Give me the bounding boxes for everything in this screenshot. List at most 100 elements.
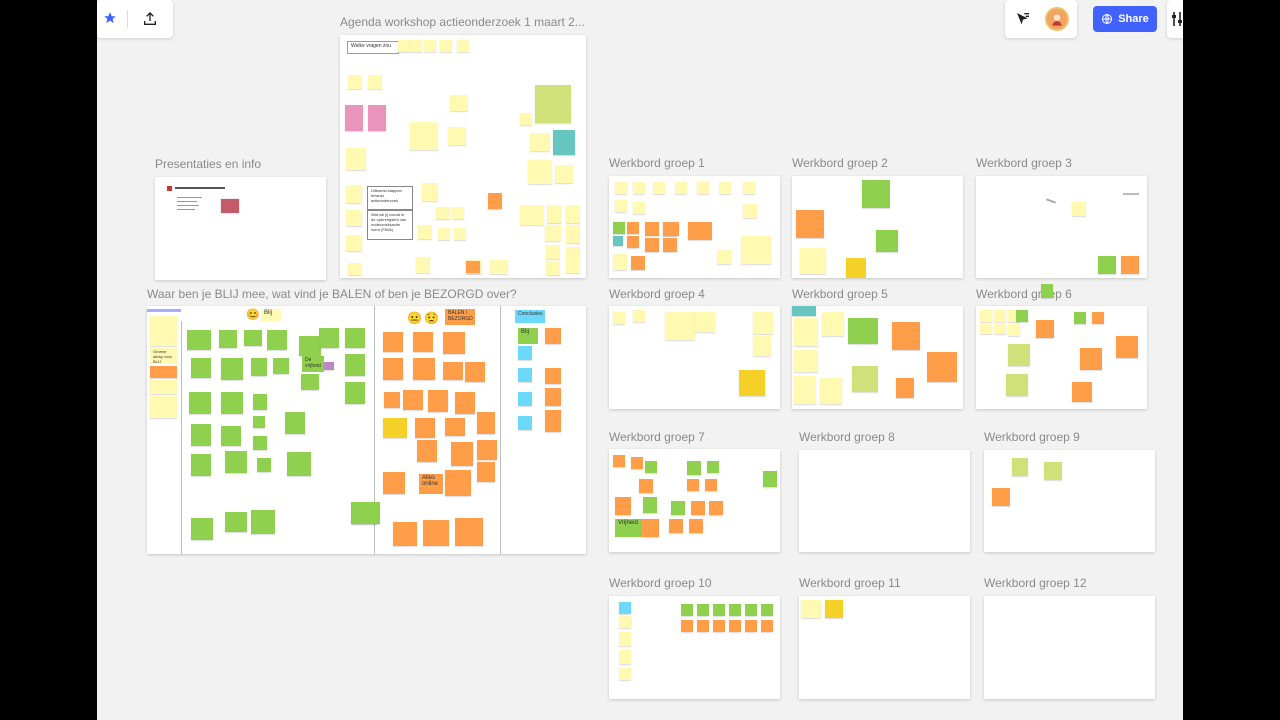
sticky-note[interactable] [346,185,362,203]
sticky-note[interactable] [613,254,627,270]
sticky-note[interactable] [653,182,665,194]
frame-groep-12[interactable] [984,596,1155,699]
sticky-note[interactable] [345,119,363,131]
sticky-note[interactable] [545,328,561,344]
slide-thumbnail[interactable] [165,183,245,215]
sticky-note[interactable] [761,620,773,632]
frame-title-groep-11[interactable]: Werkbord groep 11 [799,576,901,590]
sticky-note[interactable] [273,358,289,374]
sticky-note[interactable] [253,436,267,450]
sliders-icon[interactable] [1170,10,1183,28]
sticky-note[interactable] [645,238,659,252]
frame-title-groep-4[interactable]: Werkbord groep 4 [609,287,705,301]
sticky-note[interactable] [1012,458,1028,476]
sticky-note[interactable] [546,245,560,259]
frame-groep-9[interactable] [984,450,1155,552]
sticky-note[interactable] [301,374,319,390]
sticky-note[interactable] [613,455,625,467]
sticky-note[interactable] [876,230,898,252]
sticky-note[interactable] [566,205,580,223]
frame-title-groep-12[interactable]: Werkbord groep 12 [984,576,1087,590]
sticky-note[interactable] [445,418,465,436]
frame-groep-11[interactable] [799,596,970,699]
sticky-note[interactable] [418,225,432,239]
sticky-note[interactable] [753,312,773,334]
sticky-note[interactable] [631,457,643,469]
sticky-note[interactable] [346,235,362,251]
sticky-note[interactable] [613,222,625,234]
frame-groep-6[interactable] [976,306,1147,409]
sticky-note[interactable] [285,412,305,434]
frame-title-groep-1[interactable]: Werkbord groep 1 [609,156,705,170]
sticky-note[interactable] [368,75,382,89]
sticky-note[interactable] [251,510,275,534]
sticky-note[interactable] [717,250,731,264]
sticky-note[interactable] [619,602,631,614]
sticky-groene-sticky[interactable]: Groene sticky voor BLIJ [150,348,178,364]
sticky-note[interactable] [862,180,890,208]
sticky-note[interactable] [150,396,177,418]
sticky-note[interactable] [450,95,468,111]
sticky-note[interactable] [1044,462,1062,480]
sticky-note[interactable] [368,119,386,131]
sticky-note[interactable] [665,312,695,340]
sticky-note[interactable] [443,332,465,354]
sticky-note[interactable] [518,346,532,360]
sticky-note[interactable] [801,600,821,618]
sticky-note[interactable] [619,650,631,664]
frame-presentaties[interactable] [155,177,326,280]
sticky-note[interactable] [980,310,992,322]
sticky-note[interactable] [745,620,757,632]
sticky-note[interactable] [1006,374,1028,396]
sticky-note[interactable] [848,318,878,344]
sticky-note[interactable] [191,454,211,476]
sticky-note[interactable] [445,470,471,496]
label-balen-bezorgd[interactable]: BALEN / BEZORGD [445,309,475,325]
sticky-alles-online[interactable]: Alles online [419,474,443,494]
sticky-note[interactable] [428,390,448,412]
sticky-note[interactable] [547,205,561,223]
sticky-note[interactable] [671,501,685,515]
sticky-note[interactable] [729,620,741,632]
sticky-note[interactable] [892,322,920,350]
sticky-note[interactable] [352,502,380,524]
sticky-note[interactable] [555,165,573,183]
sticky-note[interactable] [520,113,532,125]
sticky-note[interactable] [346,148,366,170]
sticky-note[interactable] [794,350,818,372]
sticky-note[interactable] [191,358,211,378]
frame-title-groep-6[interactable]: Werkbord groep 6 [976,287,1072,301]
sticky-note[interactable] [546,261,560,275]
sticky-note[interactable] [518,416,532,430]
sticky-note[interactable] [794,318,818,346]
sticky-note[interactable] [691,501,705,515]
sticky-note[interactable] [566,225,580,243]
sticky-note[interactable] [1072,382,1092,402]
sticky-note[interactable] [643,497,657,513]
sticky-note[interactable] [465,362,485,382]
sticky-note[interactable] [695,312,715,332]
sticky-note[interactable] [675,182,687,194]
sticky-note[interactable] [393,522,417,546]
sticky-note[interactable] [615,182,627,194]
frame-title-groep-10[interactable]: Werkbord groep 10 [609,576,712,590]
sticky-note[interactable] [697,620,709,632]
sticky-note[interactable] [299,336,321,356]
sticky-note[interactable] [413,332,433,352]
sticky-note[interactable] [729,604,741,616]
sticky-note[interactable] [535,85,571,123]
sticky-note[interactable] [319,328,339,348]
sticky-note[interactable] [345,382,365,404]
sticky-note[interactable] [398,40,410,52]
sticky-note[interactable] [383,332,403,352]
sticky-note[interactable] [631,256,645,270]
sticky-note[interactable] [451,442,473,466]
sticky-note[interactable] [633,182,645,194]
sticky-note[interactable] [994,324,1006,334]
sticky-note[interactable] [423,520,449,546]
sticky-note[interactable] [477,412,495,434]
sticky-note[interactable] [410,122,438,150]
sticky-note[interactable] [1008,324,1020,336]
frame-title-groep-8[interactable]: Werkbord groep 8 [799,430,895,444]
sticky-note[interactable] [455,518,483,546]
